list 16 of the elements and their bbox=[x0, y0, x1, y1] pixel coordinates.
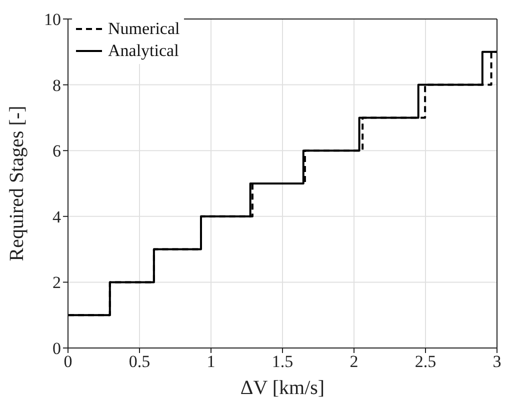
x-tick-label: 2 bbox=[350, 352, 358, 372]
legend-label: Numerical bbox=[108, 18, 180, 40]
y-tick-label: 8 bbox=[52, 76, 61, 95]
x-tick-label: 1 bbox=[206, 352, 216, 372]
y-axis-title: Required Stages [-] bbox=[6, 106, 28, 262]
y-tick-label: 0 bbox=[52, 339, 61, 358]
x-tick-label: 2.5 bbox=[414, 352, 436, 372]
y-tick-label: 4 bbox=[52, 207, 62, 226]
y-tick-label: 10 bbox=[44, 10, 61, 30]
y-tick-label: 2 bbox=[52, 273, 61, 292]
y-tick-label: 6 bbox=[52, 142, 61, 161]
legend-label: Analytical bbox=[108, 40, 179, 62]
x-axis-title: ΔV [km/s] bbox=[240, 377, 325, 399]
x-tick-label: 3 bbox=[492, 352, 502, 372]
x-tick-label: 1.5 bbox=[272, 352, 294, 372]
x-tick-label: 0.5 bbox=[128, 352, 150, 372]
